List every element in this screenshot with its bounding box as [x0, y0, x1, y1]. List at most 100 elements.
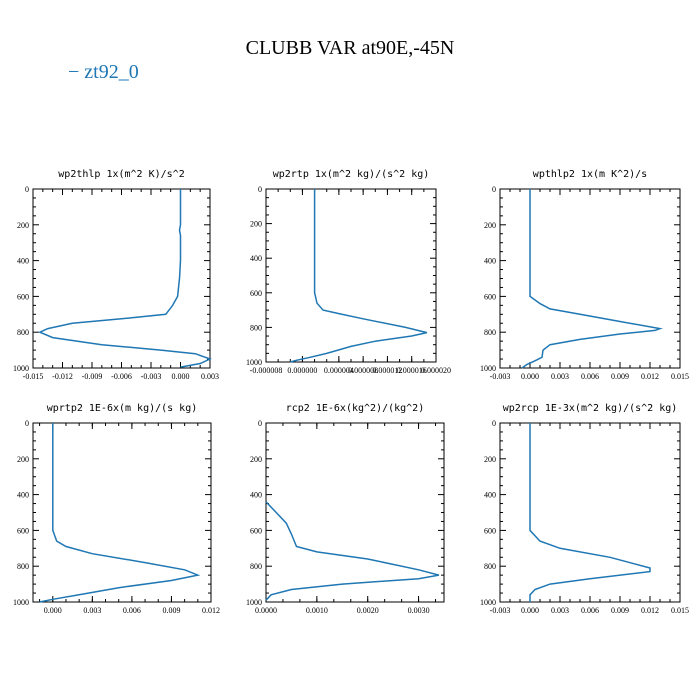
series-line: [521, 189, 663, 369]
x-tick-label: 0.003: [201, 372, 219, 381]
y-tick-label: 200: [250, 220, 262, 229]
y-tick-label: 600: [17, 526, 29, 535]
x-tick-label: 0.009: [611, 372, 629, 381]
plot-frame: [499, 188, 681, 369]
legend-entry: − zt92_0: [68, 61, 139, 83]
y-tick-label: 400: [250, 491, 262, 500]
y-tick-label: 0: [258, 185, 262, 194]
y-tick-label: 600: [17, 292, 29, 301]
chart-panel-5: rcp2 1E-6x(kg^2)/(kg^2) 0 200 400 600 800 1000…: [246, 403, 445, 615]
chart-panel-1: wp2thlp 1x(m^2 K)/s^202004006008001000-0…: [13, 169, 219, 381]
panel-grid: wp2thlp 1x(m^2 K)/s^202004006008001000-0…: [13, 169, 689, 615]
y-tick-label: 0: [492, 185, 496, 194]
panel-title: rcp2 1E-6x(kg^2)/(kg^2): [286, 403, 424, 414]
y-tick-label: 1000: [246, 598, 262, 607]
y-tick-label: 400: [17, 491, 29, 500]
panel-title: wpthlp2 1x(m K^2)/s: [533, 169, 647, 180]
plot-frame: [32, 422, 212, 603]
y-tick-label: 600: [250, 289, 262, 298]
x-tick-label: 0.009: [611, 606, 629, 615]
plot-frame: [265, 422, 445, 603]
panel-title: wp2rtp 1x(m^2 kg)/(s^2 kg): [273, 169, 430, 180]
x-tick-label: 0.000: [521, 372, 539, 381]
x-tick-label: -0.009: [82, 372, 103, 381]
plot-frame: [32, 188, 211, 369]
chart-panel-4: wprtp2 1E-6x(m kg)/(s kg) 0 200 400 600 800 10…: [13, 403, 220, 615]
x-tick-label: 0.003: [551, 372, 569, 381]
chart-panel-3: wpthlp2 1x(m K^2)/s 0 200 400 600 800 1000-0.0…: [480, 169, 689, 381]
y-tick-label: 200: [484, 221, 496, 230]
y-tick-label: 200: [17, 221, 29, 230]
x-tick-label: -0.003: [490, 606, 511, 615]
x-tick-label: 0.0000: [255, 606, 277, 615]
x-tick-label: 0.009: [162, 606, 180, 615]
x-tick-label: 0.0020: [357, 606, 379, 615]
y-tick-label: 800: [17, 562, 29, 571]
x-tick-label: 0.012: [641, 372, 659, 381]
x-tick-label: 0.000000: [287, 366, 317, 375]
x-tick-label: 0.003: [551, 606, 569, 615]
panel-title: wp2rcp 1E-3x(m^2 kg)/(s^2 kg): [503, 403, 678, 414]
y-tick-label: 1000: [480, 364, 496, 373]
y-tick-label: 1000: [480, 598, 496, 607]
x-tick-label: 0.015: [671, 372, 689, 381]
chart-panel-6: wp2rcp 1E-3x(m^2 kg)/(s^2 kg) 0 200 400 600 8…: [480, 403, 689, 615]
figure-title: CLUBB VAR at90E,-45N: [246, 37, 455, 59]
y-tick-label: 600: [250, 526, 262, 535]
x-tick-label: 0.006: [581, 372, 599, 381]
y-tick-label: 400: [484, 491, 496, 500]
y-tick-label: 200: [17, 455, 29, 464]
x-tick-label: 0.000012: [372, 366, 402, 375]
x-tick-label: 0.006: [581, 606, 599, 615]
panel-title: wp2thlp 1x(m^2 K)/s^2: [58, 169, 184, 180]
x-tick-label: 0.006: [123, 606, 141, 615]
y-tick-label: 600: [484, 526, 496, 535]
y-tick-label: 200: [484, 455, 496, 464]
series-line: [39, 423, 201, 603]
x-tick-label: 0.015: [671, 606, 689, 615]
y-tick-label: 0: [258, 419, 262, 428]
x-tick-label: 0.000020: [421, 366, 451, 375]
x-tick-label: 0.0030: [408, 606, 430, 615]
y-tick-label: 400: [484, 257, 496, 266]
x-tick-label: -0.012: [52, 372, 73, 381]
y-tick-label: 800: [250, 562, 262, 571]
x-tick-label: 0.000004: [324, 366, 354, 375]
y-tick-label: 800: [17, 328, 29, 337]
y-tick-label: 400: [17, 257, 29, 266]
y-tick-label: 600: [484, 292, 496, 301]
y-tick-label: 0: [25, 185, 29, 194]
x-tick-label: 0.000: [172, 372, 190, 381]
x-tick-label: 0.000008: [348, 366, 378, 375]
x-tick-label: 0.000: [521, 606, 539, 615]
series-line: [265, 501, 440, 601]
y-tick-label: 800: [484, 328, 496, 337]
x-tick-label: 0.012: [641, 606, 659, 615]
x-tick-label: -0.000008: [250, 366, 283, 375]
x-tick-label: 0.003: [83, 606, 101, 615]
y-tick-label: 1000: [246, 358, 262, 367]
series-line: [290, 189, 428, 363]
x-tick-label: -0.003: [141, 372, 162, 381]
panel-title: wprtp2 1E-6x(m kg)/(s kg): [47, 403, 198, 414]
series-line: [529, 423, 651, 602]
chart-panel-2: wp2rtp 1x(m^2 kg)/(s^2 kg) 0 200 400 600 800 1…: [246, 169, 451, 375]
x-tick-label: 0.000: [44, 606, 62, 615]
x-tick-label: 0.012: [202, 606, 220, 615]
y-tick-label: 800: [250, 323, 262, 332]
x-tick-label: -0.003: [490, 372, 511, 381]
x-tick-label: -0.015: [23, 372, 44, 381]
x-tick-label: 0.0010: [306, 606, 328, 615]
y-tick-label: 400: [250, 254, 262, 263]
series-line: [38, 189, 212, 368]
y-tick-label: 1000: [13, 364, 29, 373]
y-tick-label: 800: [484, 562, 496, 571]
x-tick-label: 0.000016: [397, 366, 427, 375]
x-tick-label: -0.006: [111, 372, 132, 381]
y-tick-label: 1000: [13, 598, 29, 607]
y-tick-label: 200: [250, 455, 262, 464]
y-tick-label: 0: [25, 419, 29, 428]
plot-frame: [499, 422, 681, 603]
y-tick-label: 0: [492, 419, 496, 428]
